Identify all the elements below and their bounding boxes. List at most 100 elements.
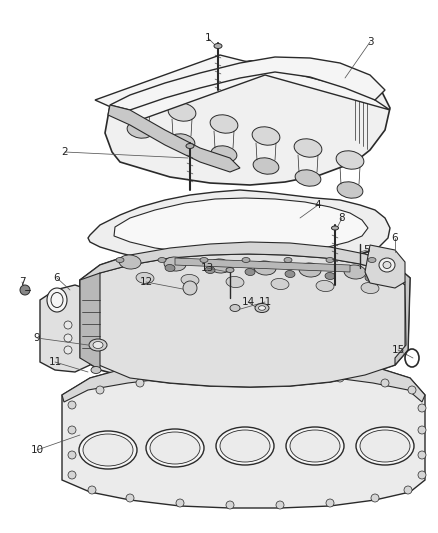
Ellipse shape [220,430,270,462]
Circle shape [226,501,234,509]
Polygon shape [110,57,385,110]
Ellipse shape [79,431,137,469]
Polygon shape [114,198,368,255]
Ellipse shape [285,270,295,278]
Text: 10: 10 [30,445,43,455]
Ellipse shape [226,277,244,287]
Ellipse shape [368,257,376,262]
Circle shape [68,401,76,409]
Ellipse shape [91,367,101,374]
Ellipse shape [89,339,107,351]
Ellipse shape [255,303,269,312]
Ellipse shape [181,274,199,286]
Ellipse shape [326,257,334,262]
Ellipse shape [290,430,340,462]
Ellipse shape [119,255,141,269]
Circle shape [286,373,294,381]
Ellipse shape [127,122,153,138]
Polygon shape [365,245,405,288]
Ellipse shape [336,151,364,169]
Polygon shape [40,285,90,372]
Ellipse shape [168,103,196,121]
Circle shape [96,386,104,394]
Polygon shape [62,358,425,402]
Ellipse shape [146,429,204,467]
Ellipse shape [165,264,175,271]
Polygon shape [95,55,390,120]
Text: 9: 9 [34,333,40,343]
Circle shape [418,426,426,434]
Ellipse shape [216,427,274,465]
Circle shape [64,321,72,329]
Ellipse shape [205,266,215,273]
Ellipse shape [295,170,321,186]
Ellipse shape [47,288,67,312]
Text: 3: 3 [367,37,373,47]
Ellipse shape [365,274,375,281]
Circle shape [64,346,72,354]
Ellipse shape [379,258,395,272]
Circle shape [381,379,389,387]
Ellipse shape [356,427,414,465]
Text: 11: 11 [48,357,62,367]
Text: 4: 4 [314,200,321,210]
Text: 2: 2 [62,147,68,157]
Ellipse shape [254,261,276,275]
Ellipse shape [150,432,200,464]
Ellipse shape [126,91,154,109]
Ellipse shape [383,262,391,269]
Ellipse shape [361,282,379,294]
Circle shape [183,281,197,295]
Polygon shape [80,242,410,285]
Text: 8: 8 [339,213,345,223]
Ellipse shape [325,272,335,279]
Text: 1: 1 [205,33,211,43]
Polygon shape [80,273,100,370]
Circle shape [276,501,284,509]
Circle shape [64,334,72,342]
Ellipse shape [286,427,344,465]
Circle shape [126,494,134,502]
Circle shape [371,494,379,502]
Text: 5: 5 [364,245,370,255]
Circle shape [336,374,344,382]
Polygon shape [80,280,82,358]
Polygon shape [108,105,240,172]
Ellipse shape [253,158,279,174]
Circle shape [20,285,30,295]
Ellipse shape [209,259,231,273]
Ellipse shape [214,44,222,49]
Ellipse shape [245,269,255,276]
Ellipse shape [136,272,154,284]
Text: 6: 6 [392,233,398,243]
Polygon shape [82,254,405,387]
Circle shape [68,451,76,459]
Circle shape [418,451,426,459]
Polygon shape [175,258,350,272]
Circle shape [418,404,426,412]
Ellipse shape [337,182,363,198]
Ellipse shape [51,293,63,308]
Ellipse shape [299,263,321,277]
Circle shape [186,374,194,382]
Ellipse shape [83,434,133,466]
Text: 15: 15 [392,345,405,355]
Polygon shape [80,242,410,387]
Ellipse shape [344,265,366,279]
Ellipse shape [116,257,124,262]
Circle shape [68,426,76,434]
Ellipse shape [242,257,250,262]
Polygon shape [88,190,390,266]
Circle shape [176,499,184,507]
Ellipse shape [271,278,289,289]
Circle shape [408,386,416,394]
Polygon shape [105,60,390,185]
Ellipse shape [284,257,292,262]
Ellipse shape [258,306,265,310]
Text: 12: 12 [139,277,152,287]
Circle shape [136,379,144,387]
Circle shape [236,373,244,381]
Circle shape [88,486,96,494]
Ellipse shape [226,268,234,272]
Ellipse shape [158,257,166,262]
